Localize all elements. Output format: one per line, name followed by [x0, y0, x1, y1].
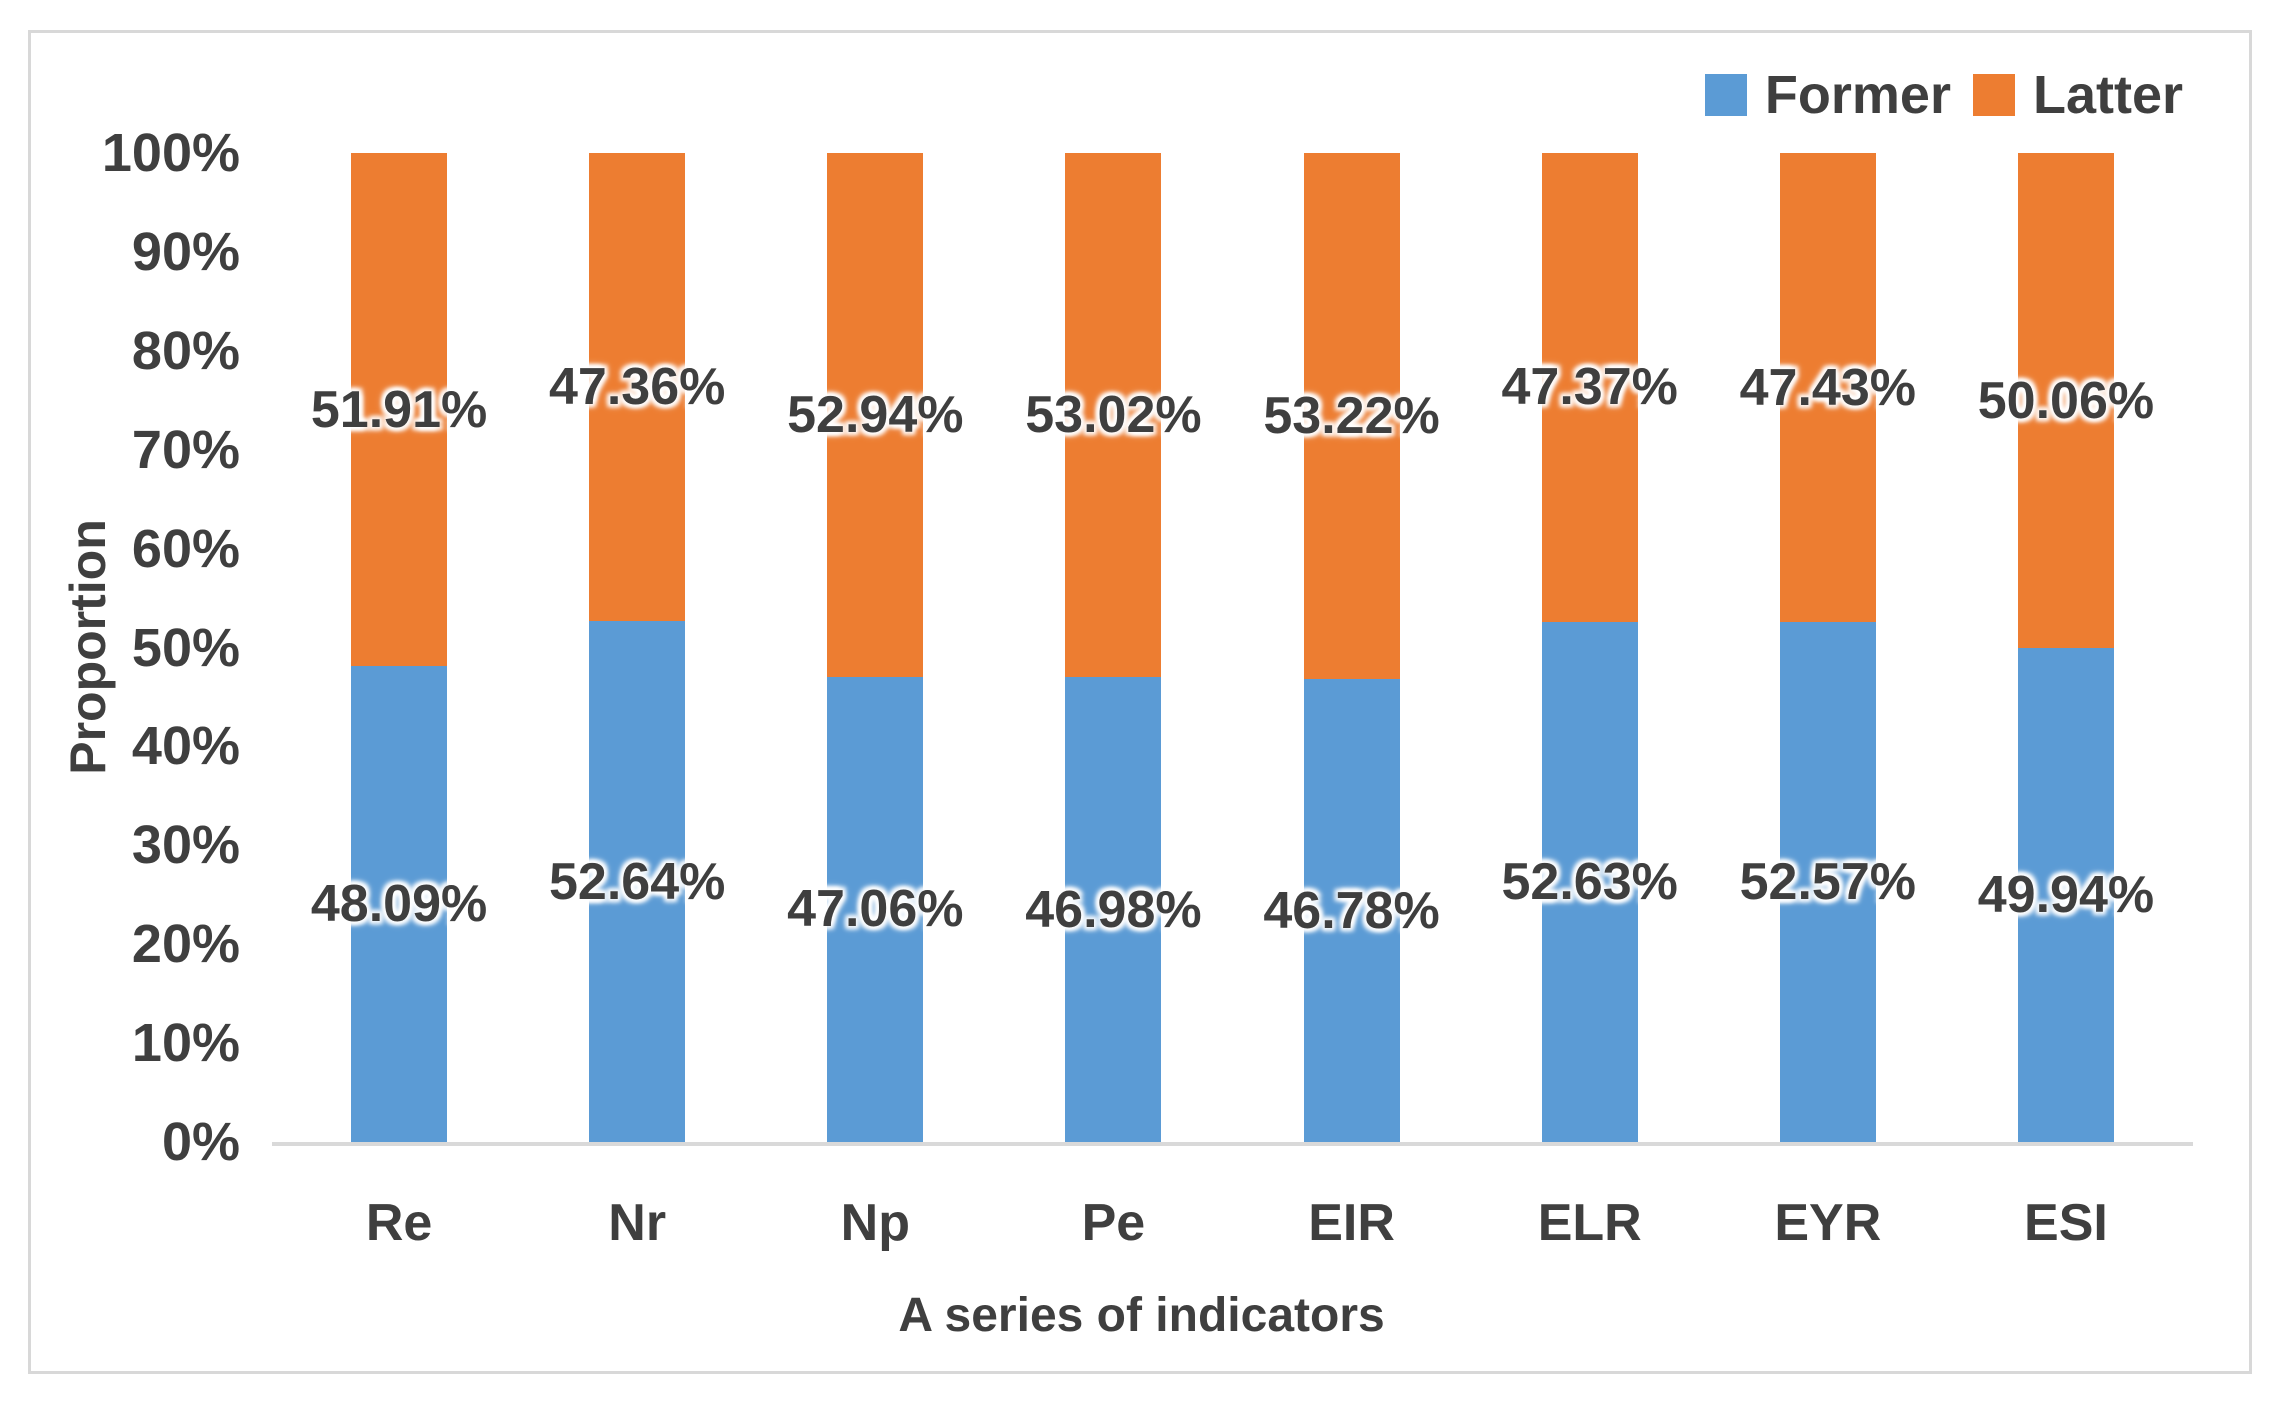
- data-label-former-EYR: 52.57%: [1739, 853, 1916, 912]
- legend-label-former: Former: [1764, 65, 1951, 125]
- x-category-label-EYR: EYR: [1774, 1194, 1882, 1252]
- bar-segment-latter-Np: [827, 153, 924, 677]
- y-tick-label: 40%: [131, 716, 240, 777]
- y-tick-label: 30%: [131, 815, 240, 876]
- bar-segment-former-EIR: [1303, 679, 1400, 1142]
- data-label-latter-Pe: 53.02%: [1025, 386, 1202, 445]
- y-tick-label: 80%: [131, 320, 240, 381]
- data-label-former-Nr: 52.64%: [549, 852, 726, 911]
- data-label-latter-EYR: 47.43%: [1739, 358, 1916, 417]
- data-label-former-ELR: 52.63%: [1501, 852, 1678, 911]
- bar-segment-latter-ESI: [2017, 153, 2114, 649]
- data-label-former-Np: 47.06%: [787, 880, 964, 939]
- bar-segment-former-Np: [827, 676, 924, 1142]
- y-tick-label: 0%: [161, 1112, 240, 1172]
- bar-segment-latter-Re: [351, 153, 448, 667]
- legend-swatch-latter: [1972, 74, 2015, 116]
- x-category-label-Nr: Nr: [608, 1194, 667, 1252]
- legend-item-former: Former: [1704, 65, 1951, 125]
- bar-segment-former-Re: [351, 666, 448, 1142]
- bar-segment-former-Nr: [589, 621, 686, 1142]
- x-category-label-ESI: ESI: [2024, 1194, 2108, 1252]
- bar-segment-former-ELR: [1541, 621, 1638, 1142]
- bar-segment-former-ESI: [2017, 648, 2114, 1142]
- bar-segment-latter-Nr: [589, 153, 686, 622]
- data-label-former-Re: 48.09%: [310, 875, 488, 934]
- y-tick-label: 100%: [101, 123, 240, 183]
- legend: Former Latter: [1704, 65, 2183, 125]
- data-label-latter-ESI: 50.06%: [1977, 371, 2155, 430]
- plot-area: 0% 10% 20% 30% 40% 50% 60% 70% 80% 90% 100% 51.91% 4…: [102, 123, 2193, 1252]
- y-tick-label: 20%: [131, 914, 240, 975]
- bar-segment-latter-EIR: [1303, 153, 1400, 680]
- x-category-label-Re: Re: [365, 1194, 433, 1252]
- x-axis-title: A series of indicators: [898, 1289, 1385, 1342]
- data-label-latter-EIR: 53.22%: [1263, 387, 1440, 446]
- bar-segment-latter-ELR: [1541, 153, 1638, 622]
- x-category-label-EIR: EIR: [1308, 1194, 1395, 1252]
- data-label-former-ESI: 49.94%: [1977, 866, 2155, 925]
- data-label-latter-Nr: 47.36%: [549, 358, 726, 417]
- x-axis-line: [272, 1142, 2193, 1146]
- data-label-latter-ELR: 47.37%: [1501, 358, 1678, 417]
- x-category-label-ELR: ELR: [1537, 1194, 1642, 1252]
- data-label-latter-Re: 51.91%: [310, 380, 488, 439]
- y-tick-label: 90%: [131, 221, 240, 282]
- y-tick-label: 60%: [131, 518, 240, 579]
- legend-item-latter: Latter: [1972, 65, 2183, 125]
- legend-swatch-former: [1704, 74, 1747, 116]
- legend-label-latter: Latter: [2032, 65, 2183, 125]
- data-label-former-Pe: 46.98%: [1025, 880, 1202, 939]
- bar-segment-former-EYR: [1779, 622, 1876, 1142]
- data-label-former-EIR: 46.78%: [1263, 881, 1440, 940]
- x-category-label-Np: Np: [840, 1194, 910, 1252]
- y-tick-label: 50%: [131, 617, 240, 678]
- x-category-label-Pe: Pe: [1081, 1194, 1146, 1252]
- bar-segment-latter-EYR: [1779, 153, 1876, 623]
- bar-segment-former-Pe: [1065, 677, 1162, 1142]
- y-tick-label: 10%: [131, 1013, 240, 1074]
- bar-segment-latter-Pe: [1065, 153, 1162, 678]
- y-tick-label: 70%: [131, 419, 240, 480]
- data-label-latter-Np: 52.94%: [787, 385, 964, 444]
